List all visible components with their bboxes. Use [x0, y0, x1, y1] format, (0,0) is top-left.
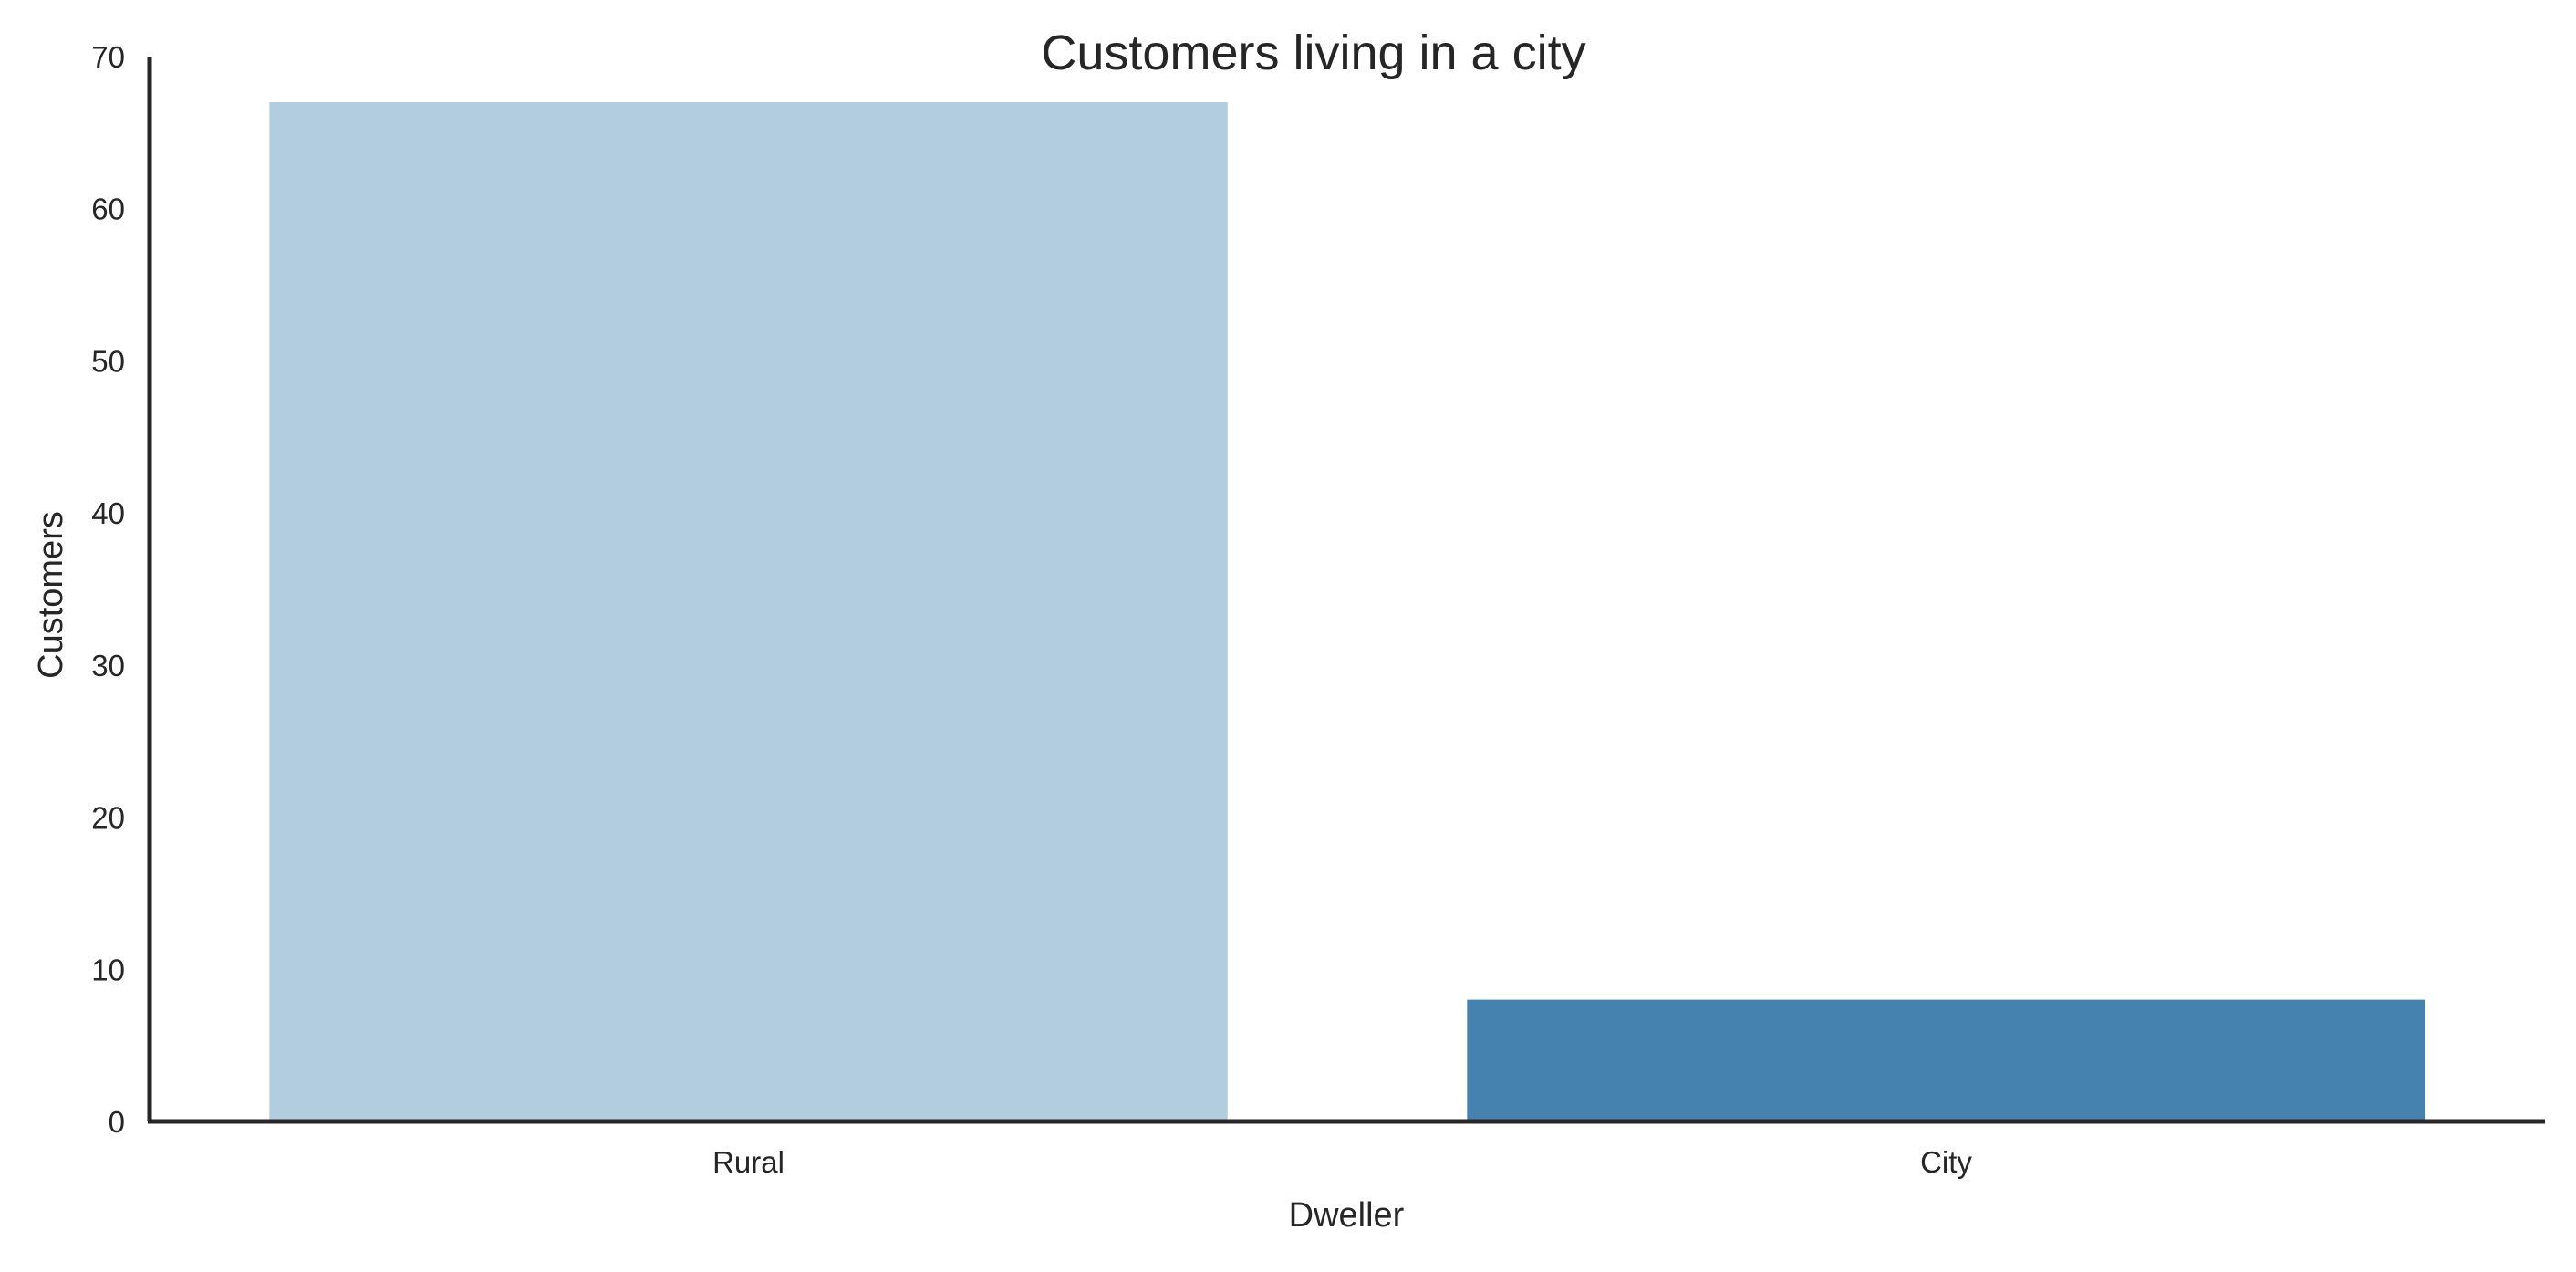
y-tick-label-40: 40 — [91, 496, 125, 530]
y-tick-label-20: 20 — [91, 801, 125, 835]
x-tick-label-rural: Rural — [712, 1145, 784, 1179]
x-axis-label: Dweller — [1289, 1196, 1405, 1235]
chart-title: Customers living in a city — [1041, 26, 1585, 80]
y-tick-label-50: 50 — [91, 344, 125, 378]
y-ticks-group: 0 10 20 30 40 50 60 70 — [91, 40, 125, 1139]
x-tick-label-city: City — [1920, 1145, 1972, 1179]
bar-rural — [269, 102, 1228, 1121]
y-tick-label-0: 0 — [109, 1105, 125, 1139]
bar-city — [1467, 999, 2425, 1121]
y-axis-label: Customers — [32, 511, 70, 679]
x-ticks-group: Rural City — [712, 1145, 1972, 1179]
y-tick-label-30: 30 — [91, 649, 125, 683]
bars-group — [269, 102, 2425, 1121]
y-tick-label-10: 10 — [91, 953, 125, 986]
y-tick-label-70: 70 — [91, 40, 125, 74]
y-tick-label-60: 60 — [91, 193, 125, 226]
